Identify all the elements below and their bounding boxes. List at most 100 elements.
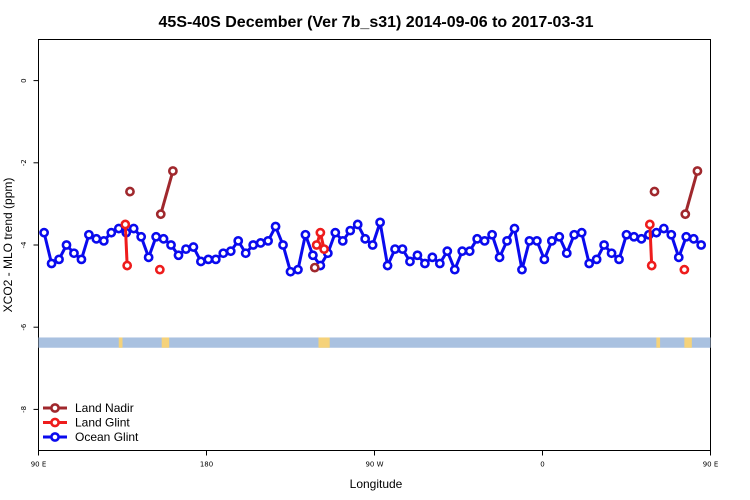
ocean-glint-point bbox=[255, 238, 266, 248]
ocean-glint-point bbox=[113, 223, 124, 234]
y-tick-label: -6 bbox=[20, 323, 28, 331]
ocean-glint-point bbox=[293, 264, 303, 275]
legend-label: Land Nadir bbox=[75, 401, 134, 415]
land-nadir-point bbox=[125, 186, 135, 197]
ocean-glint-point bbox=[61, 240, 72, 250]
legend-item-land-nadir: Land Nadir bbox=[43, 401, 134, 415]
land-glint-series bbox=[120, 219, 690, 275]
ocean-glint-series bbox=[39, 217, 707, 277]
x-axis-label: Longitude bbox=[350, 477, 403, 491]
ocean-glint-point bbox=[300, 229, 311, 240]
ocean-glint-point bbox=[136, 231, 147, 242]
ocean-glint-point bbox=[629, 231, 639, 242]
ocean-glint-point bbox=[636, 233, 647, 244]
ocean-glint-point bbox=[128, 223, 139, 234]
ocean-glint-point bbox=[591, 254, 602, 265]
legend-label: Ocean Glint bbox=[75, 430, 139, 444]
ocean-glint-point bbox=[464, 246, 475, 257]
ocean-glint-point bbox=[337, 235, 348, 246]
legend-swatch-point bbox=[50, 417, 60, 428]
legend-item-land-glint: Land Glint bbox=[43, 416, 130, 430]
land-nadir-point bbox=[692, 166, 703, 176]
ocean-glint-point bbox=[479, 235, 490, 246]
land-glint-line bbox=[648, 224, 654, 266]
ocean-glint-point bbox=[46, 258, 57, 269]
ocean-glint-point bbox=[673, 252, 684, 263]
land-glint-point bbox=[122, 260, 133, 271]
ocean-glint-point bbox=[576, 227, 587, 238]
ocean-glint-point bbox=[76, 254, 87, 265]
ocean-glint-point bbox=[345, 225, 356, 236]
series-layer bbox=[39, 166, 707, 277]
ocean-glint-point bbox=[487, 229, 497, 240]
ocean-glint-point bbox=[696, 240, 707, 250]
axis-layer: 90 E 180 90 W 0 90 E 0 -2 -4 -6 -8 bbox=[20, 78, 718, 468]
x-tick-label: 90 E bbox=[703, 461, 719, 469]
land-ocean-strip bbox=[38, 337, 711, 348]
land-glint-point bbox=[120, 219, 131, 230]
ocean-glint-point bbox=[397, 244, 408, 255]
land-glint-point bbox=[154, 264, 165, 275]
land-nadir-point bbox=[167, 166, 178, 176]
ocean-glint-point bbox=[39, 227, 49, 238]
land-nadir-point bbox=[680, 209, 691, 220]
ocean-glint-point bbox=[494, 252, 505, 263]
ocean-glint-point bbox=[84, 229, 94, 240]
land-glint-point bbox=[679, 264, 690, 275]
y-axis-label: XCO2 - MLO trend (ppm) bbox=[1, 178, 15, 313]
ocean-glint-point bbox=[285, 266, 296, 277]
land-nadir-point bbox=[649, 186, 660, 197]
ocean-glint-point bbox=[472, 233, 483, 244]
ocean-glint-point bbox=[532, 235, 542, 246]
ocean-glint-point bbox=[546, 235, 557, 246]
land-glint-point bbox=[644, 219, 655, 230]
ocean-glint-point bbox=[561, 248, 572, 259]
ocean-glint-point bbox=[390, 244, 400, 255]
ocean-glint-point bbox=[210, 254, 221, 265]
ocean-glint-point bbox=[248, 240, 259, 250]
land-nadir-series bbox=[125, 166, 703, 273]
ocean-glint-point bbox=[173, 250, 184, 261]
y-tick-label: -8 bbox=[20, 406, 28, 413]
ocean-glint-point bbox=[54, 254, 64, 265]
ocean-glint-point bbox=[218, 248, 229, 259]
ocean-glint-point bbox=[352, 219, 363, 230]
ocean-glint-point bbox=[554, 231, 565, 242]
ocean-glint-point bbox=[225, 246, 236, 257]
ocean-glint-point bbox=[517, 264, 527, 275]
ocean-glint-point bbox=[263, 235, 273, 246]
ocean-glint-point bbox=[681, 231, 692, 242]
ocean-glint-point bbox=[599, 240, 609, 250]
land-glint-point bbox=[646, 260, 657, 271]
ocean-glint-point bbox=[143, 252, 154, 263]
ocean-glint-point bbox=[606, 248, 617, 259]
legend-swatch-point bbox=[50, 403, 60, 413]
land-glint-point bbox=[315, 227, 326, 238]
land-patch bbox=[161, 337, 170, 348]
x-tick-label: 0 bbox=[540, 461, 544, 469]
y-tick-label: 0 bbox=[20, 78, 28, 82]
ocean-glint-point bbox=[195, 256, 206, 267]
ocean-glint-point bbox=[688, 233, 699, 244]
ocean-glint-point bbox=[539, 254, 550, 265]
legend-swatch-point bbox=[50, 432, 60, 442]
land-patch bbox=[684, 337, 692, 348]
land-glint-point bbox=[311, 240, 322, 250]
chart-title: 45S-40S December (Ver 7b_s31) 2014-09-06… bbox=[159, 14, 594, 31]
ocean-glint-point bbox=[614, 254, 624, 265]
ocean-glint-point bbox=[524, 235, 535, 246]
ocean-glint-point bbox=[584, 258, 595, 269]
ocean-glint-point bbox=[651, 227, 662, 238]
land-patch bbox=[118, 337, 123, 348]
ocean-glint-point bbox=[621, 229, 632, 240]
ocean-glint-point bbox=[419, 258, 430, 269]
ocean-glint-point bbox=[666, 229, 677, 240]
ocean-glint-point bbox=[569, 229, 580, 240]
ocean-glint-point bbox=[278, 240, 288, 250]
ocean-glint-point bbox=[442, 246, 453, 257]
ocean-glint-point bbox=[457, 246, 468, 257]
land-glint-point bbox=[319, 244, 329, 255]
ocean-strip bbox=[38, 337, 711, 348]
